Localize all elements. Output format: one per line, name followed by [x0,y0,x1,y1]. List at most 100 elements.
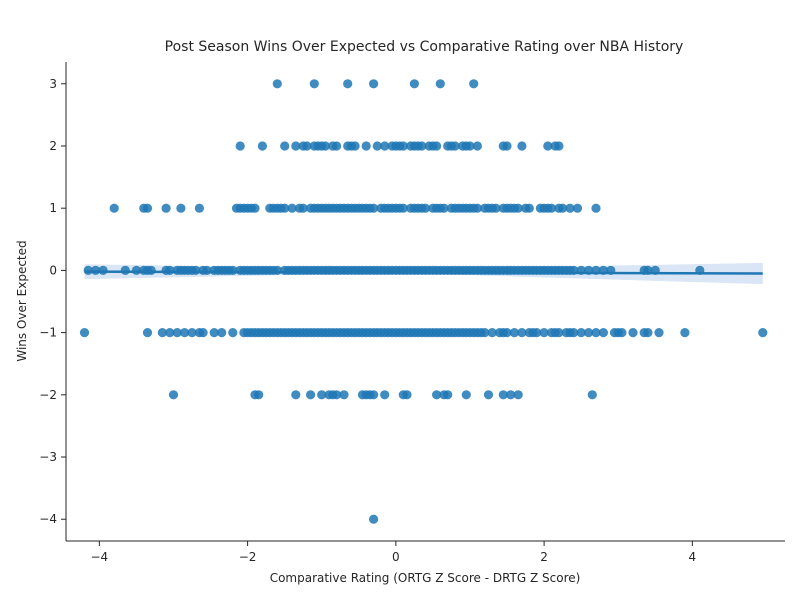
data-point [369,79,379,89]
data-point [584,328,594,338]
data-point [369,203,379,213]
data-point [369,514,379,524]
data-point [420,203,431,213]
data-point [498,390,508,400]
data-point [168,390,179,400]
data-point [291,141,301,151]
data-point [398,141,408,151]
data-point [339,390,349,400]
y-tick-label: −1 [39,326,57,340]
data-point [443,390,453,400]
data-point [198,328,208,338]
data-point [187,328,197,338]
data-point [517,141,527,151]
data-point [465,141,475,151]
data-point [558,203,568,213]
x-tick-label: 2 [540,550,548,564]
data-point [532,328,542,338]
data-point [546,203,557,213]
data-point [572,203,583,213]
data-point [280,141,290,151]
x-ticks: −4 −2 0 2 4 [91,541,697,564]
data-point [98,265,108,275]
data-point [539,328,549,338]
y-tick-label: 1 [49,201,57,215]
data-point [306,390,316,400]
data-point [180,328,190,338]
x-tick-label: −2 [239,550,257,564]
regression-line-layer [84,270,763,275]
data-point [472,141,482,151]
data-point [361,141,371,151]
data-point [272,79,282,89]
y-ticks: 3 2 1 0 −1 −2 −3 −4 [39,77,66,526]
data-point [217,328,227,338]
data-point [513,390,523,400]
data-point [402,390,412,400]
x-tick-label: −4 [91,550,109,564]
data-point [472,203,482,213]
data-point [432,390,442,400]
data-point [398,203,408,213]
data-point [450,141,460,151]
data-point [554,328,564,338]
data-point [506,390,516,400]
data-point [461,390,471,400]
data-point [280,203,290,213]
x-axis-label: Comparative Rating (ORTG Z Score - DRTG … [270,571,581,585]
data-point [380,390,390,400]
data-point [317,390,327,400]
regression-line [84,270,763,275]
data-point [146,265,156,275]
data-point [576,328,586,338]
data-point [235,141,245,151]
data-point [250,203,260,213]
data-point [502,328,512,338]
data-point [680,328,690,338]
data-point [502,141,512,151]
y-tick-label: 3 [49,77,57,91]
y-tick-label: 2 [49,139,57,153]
data-point [554,141,564,151]
data-point [254,390,264,400]
data-point [758,328,768,338]
data-point [587,390,597,400]
data-point [654,328,664,338]
data-point [524,203,534,213]
data-point [439,203,449,213]
data-point [591,328,601,338]
data-point [343,79,353,89]
data-point [509,328,519,338]
x-tick-label: 0 [392,550,400,564]
points-layer [79,79,768,524]
data-point [380,141,390,151]
data-point [194,203,204,213]
data-point [332,390,342,400]
data-point [350,141,360,151]
data-point [291,390,301,400]
data-point [142,328,153,338]
data-point [287,203,297,213]
data-point [120,265,130,275]
data-point [109,203,119,213]
chart-title: Post Season Wins Over Expected vs Compar… [165,39,684,55]
data-point [79,328,90,338]
data-point [435,79,445,89]
data-point [165,328,175,338]
data-point [643,328,653,338]
data-point [480,328,490,338]
data-point [257,141,267,151]
data-point [176,203,186,213]
x-tick-label: 4 [689,550,697,564]
data-point [302,141,312,151]
data-point [409,79,419,89]
data-point [372,141,382,151]
data-point [298,203,308,213]
data-point [617,328,627,338]
data-point [332,141,342,151]
data-point [483,390,494,400]
data-point [543,141,553,151]
y-tick-label: −4 [39,512,57,526]
axes-layer [65,62,785,542]
y-tick-label: −3 [39,450,57,464]
